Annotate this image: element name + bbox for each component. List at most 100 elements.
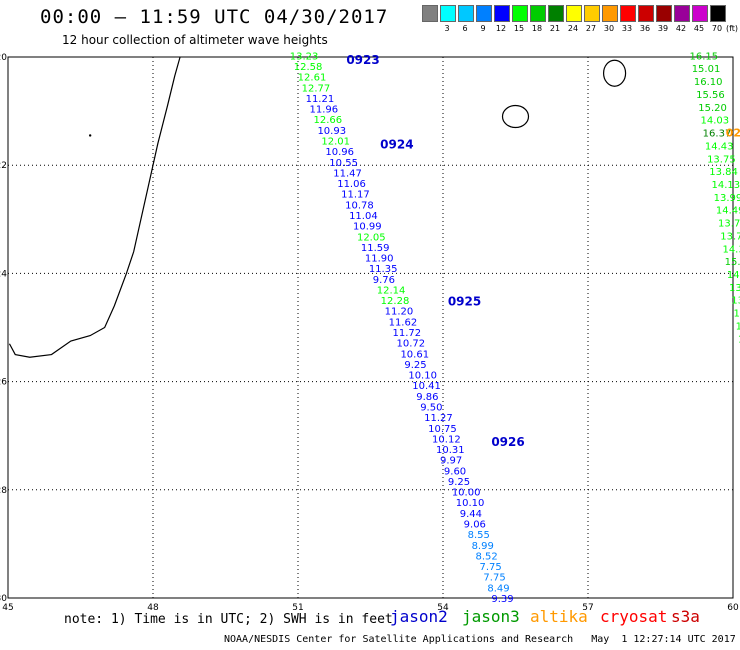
swh-value-track2: 13.99 bbox=[714, 193, 740, 204]
swh-value-track1: 10.55 bbox=[329, 158, 358, 169]
swh-value-track2: 15.56 bbox=[696, 90, 725, 101]
lat-tick-label: -24 bbox=[0, 269, 7, 279]
madagascar-coastline bbox=[8, 56, 181, 358]
scale-swatch bbox=[602, 5, 618, 22]
scale-label: 70 bbox=[711, 24, 723, 33]
swh-value-track1: 9.44 bbox=[460, 509, 482, 520]
scale-swatch bbox=[476, 5, 492, 22]
scale-swatch bbox=[566, 5, 582, 22]
lon-tick-label: 57 bbox=[582, 603, 593, 613]
swh-value-track2: 13.75 bbox=[718, 219, 740, 230]
swh-value-track1: 10.10 bbox=[408, 371, 437, 382]
time-label: 0923 bbox=[346, 53, 379, 67]
swh-value-track1: 7.75 bbox=[479, 562, 501, 573]
swh-value-track2: 13.77 bbox=[720, 231, 740, 242]
swh-value-track1: 7.75 bbox=[483, 573, 505, 584]
lon-tick-label: 54 bbox=[437, 603, 449, 613]
scale-swatch bbox=[494, 5, 510, 22]
scale-swatch bbox=[548, 5, 564, 22]
swh-value-track1: 11.21 bbox=[306, 94, 335, 105]
scale-label: 18 bbox=[531, 24, 543, 33]
swh-value-track1: 10.96 bbox=[325, 147, 354, 158]
swh-value-track1: 8.52 bbox=[476, 551, 498, 562]
scale-swatch bbox=[674, 5, 690, 22]
swh-value-track1: 11.72 bbox=[393, 328, 422, 339]
scale-label: 45 bbox=[693, 24, 705, 33]
scale-swatch bbox=[656, 5, 672, 22]
swh-value-track1: 9.76 bbox=[373, 275, 395, 286]
satellite-label: jason3 bbox=[462, 607, 520, 626]
swh-value-track1: 12.14 bbox=[377, 285, 406, 296]
scale-swatch bbox=[512, 5, 528, 22]
swh-value-track1: 11.59 bbox=[361, 243, 390, 254]
lat-tick-label: -20 bbox=[0, 53, 7, 63]
swh-value-track2: 15.01 bbox=[692, 64, 721, 75]
scale-label: 30 bbox=[603, 24, 615, 33]
swh-value-track2: 16.10 bbox=[694, 77, 723, 88]
swh-value-track1: 13.23 bbox=[290, 51, 319, 62]
swh-value-track1: 10.31 bbox=[436, 445, 465, 456]
scale-label: 6 bbox=[462, 24, 468, 33]
satellite-label: cryosat bbox=[600, 607, 668, 626]
lon-tick-label: 51 bbox=[292, 603, 303, 613]
time-label: 0924 bbox=[380, 138, 413, 152]
swh-value-track1: 9.25 bbox=[448, 477, 470, 488]
swh-value-track1: 10.61 bbox=[400, 349, 429, 360]
swh-value-track1: 9.39 bbox=[491, 594, 513, 605]
scale-swatch bbox=[638, 5, 654, 22]
time-label: 0925 bbox=[448, 294, 481, 308]
scale-swatch bbox=[710, 5, 726, 22]
scale-label: 21 bbox=[549, 24, 561, 33]
swh-value-track2: 14.49 bbox=[716, 206, 740, 217]
scale-label: 27 bbox=[585, 24, 597, 33]
scale-label: 36 bbox=[639, 24, 651, 33]
swh-value-track1: 9.86 bbox=[416, 392, 438, 403]
swh-value-track1: 10.41 bbox=[412, 381, 441, 392]
scale-label: 12 bbox=[495, 24, 507, 33]
swh-value-track1: 12.01 bbox=[321, 136, 350, 147]
scale-unit: (ft) bbox=[726, 24, 739, 33]
swh-value-track2: 14. bbox=[727, 270, 740, 281]
scale-swatch bbox=[422, 5, 438, 22]
page-title: 00:00 – 11:59 UTC 04/30/2017 bbox=[40, 6, 389, 28]
islet bbox=[88, 134, 92, 137]
swh-value-track1: 11.27 bbox=[424, 413, 453, 424]
swh-value-track1: 12.28 bbox=[381, 296, 410, 307]
lon-tick-label: 60 bbox=[727, 603, 739, 613]
swh-value-track2: 15.20 bbox=[698, 103, 727, 114]
scale-swatch bbox=[620, 5, 636, 22]
swh-value-track2: 13.75 bbox=[707, 154, 736, 165]
swh-value-track1: 11.35 bbox=[369, 264, 398, 275]
swh-value-track1: 11.17 bbox=[341, 190, 370, 201]
footer-note: note: 1) Time is in UTC; 2) SWH is in fe… bbox=[64, 612, 393, 627]
swh-value-track2: 12 bbox=[736, 321, 740, 332]
satellite-label: altika bbox=[530, 607, 588, 626]
time-label: 0926 bbox=[491, 435, 524, 449]
swh-value-track1: 11.47 bbox=[333, 168, 362, 179]
satellite-label: s3a bbox=[671, 607, 700, 626]
swh-value-track2: 16.37 bbox=[703, 129, 732, 140]
scale-label: 42 bbox=[675, 24, 687, 33]
swh-value-track1: 12.77 bbox=[302, 83, 331, 94]
credit-line: NOAA/NESDIS Center for Satellite Applica… bbox=[224, 634, 736, 645]
swh-value-track1: 12.58 bbox=[294, 62, 323, 73]
swh-value-track2: 12 bbox=[733, 309, 740, 320]
scale-swatch bbox=[530, 5, 546, 22]
lon-tick-label: 48 bbox=[147, 603, 159, 613]
swh-value-track1: 11.04 bbox=[349, 211, 378, 222]
swh-value-track1: 9.25 bbox=[404, 360, 426, 371]
swh-value-track2: 1 bbox=[738, 334, 740, 345]
swh-value-track1: 8.99 bbox=[472, 541, 494, 552]
lon-tick-label: 45 bbox=[2, 603, 13, 613]
swh-value-track2: 13. bbox=[729, 283, 740, 294]
scale-label: 39 bbox=[657, 24, 669, 33]
swh-value-track2: 14.37 bbox=[722, 244, 740, 255]
swh-value-track2: 14.43 bbox=[705, 141, 734, 152]
scale-label: 15 bbox=[513, 24, 525, 33]
swh-value-track1: 10.12 bbox=[432, 434, 461, 445]
swh-value-track1: 10.10 bbox=[456, 498, 485, 509]
swh-value-track1: 12.61 bbox=[298, 73, 327, 84]
swh-value-track1: 10.00 bbox=[452, 488, 481, 499]
swh-value-track1: 11.62 bbox=[389, 317, 418, 328]
